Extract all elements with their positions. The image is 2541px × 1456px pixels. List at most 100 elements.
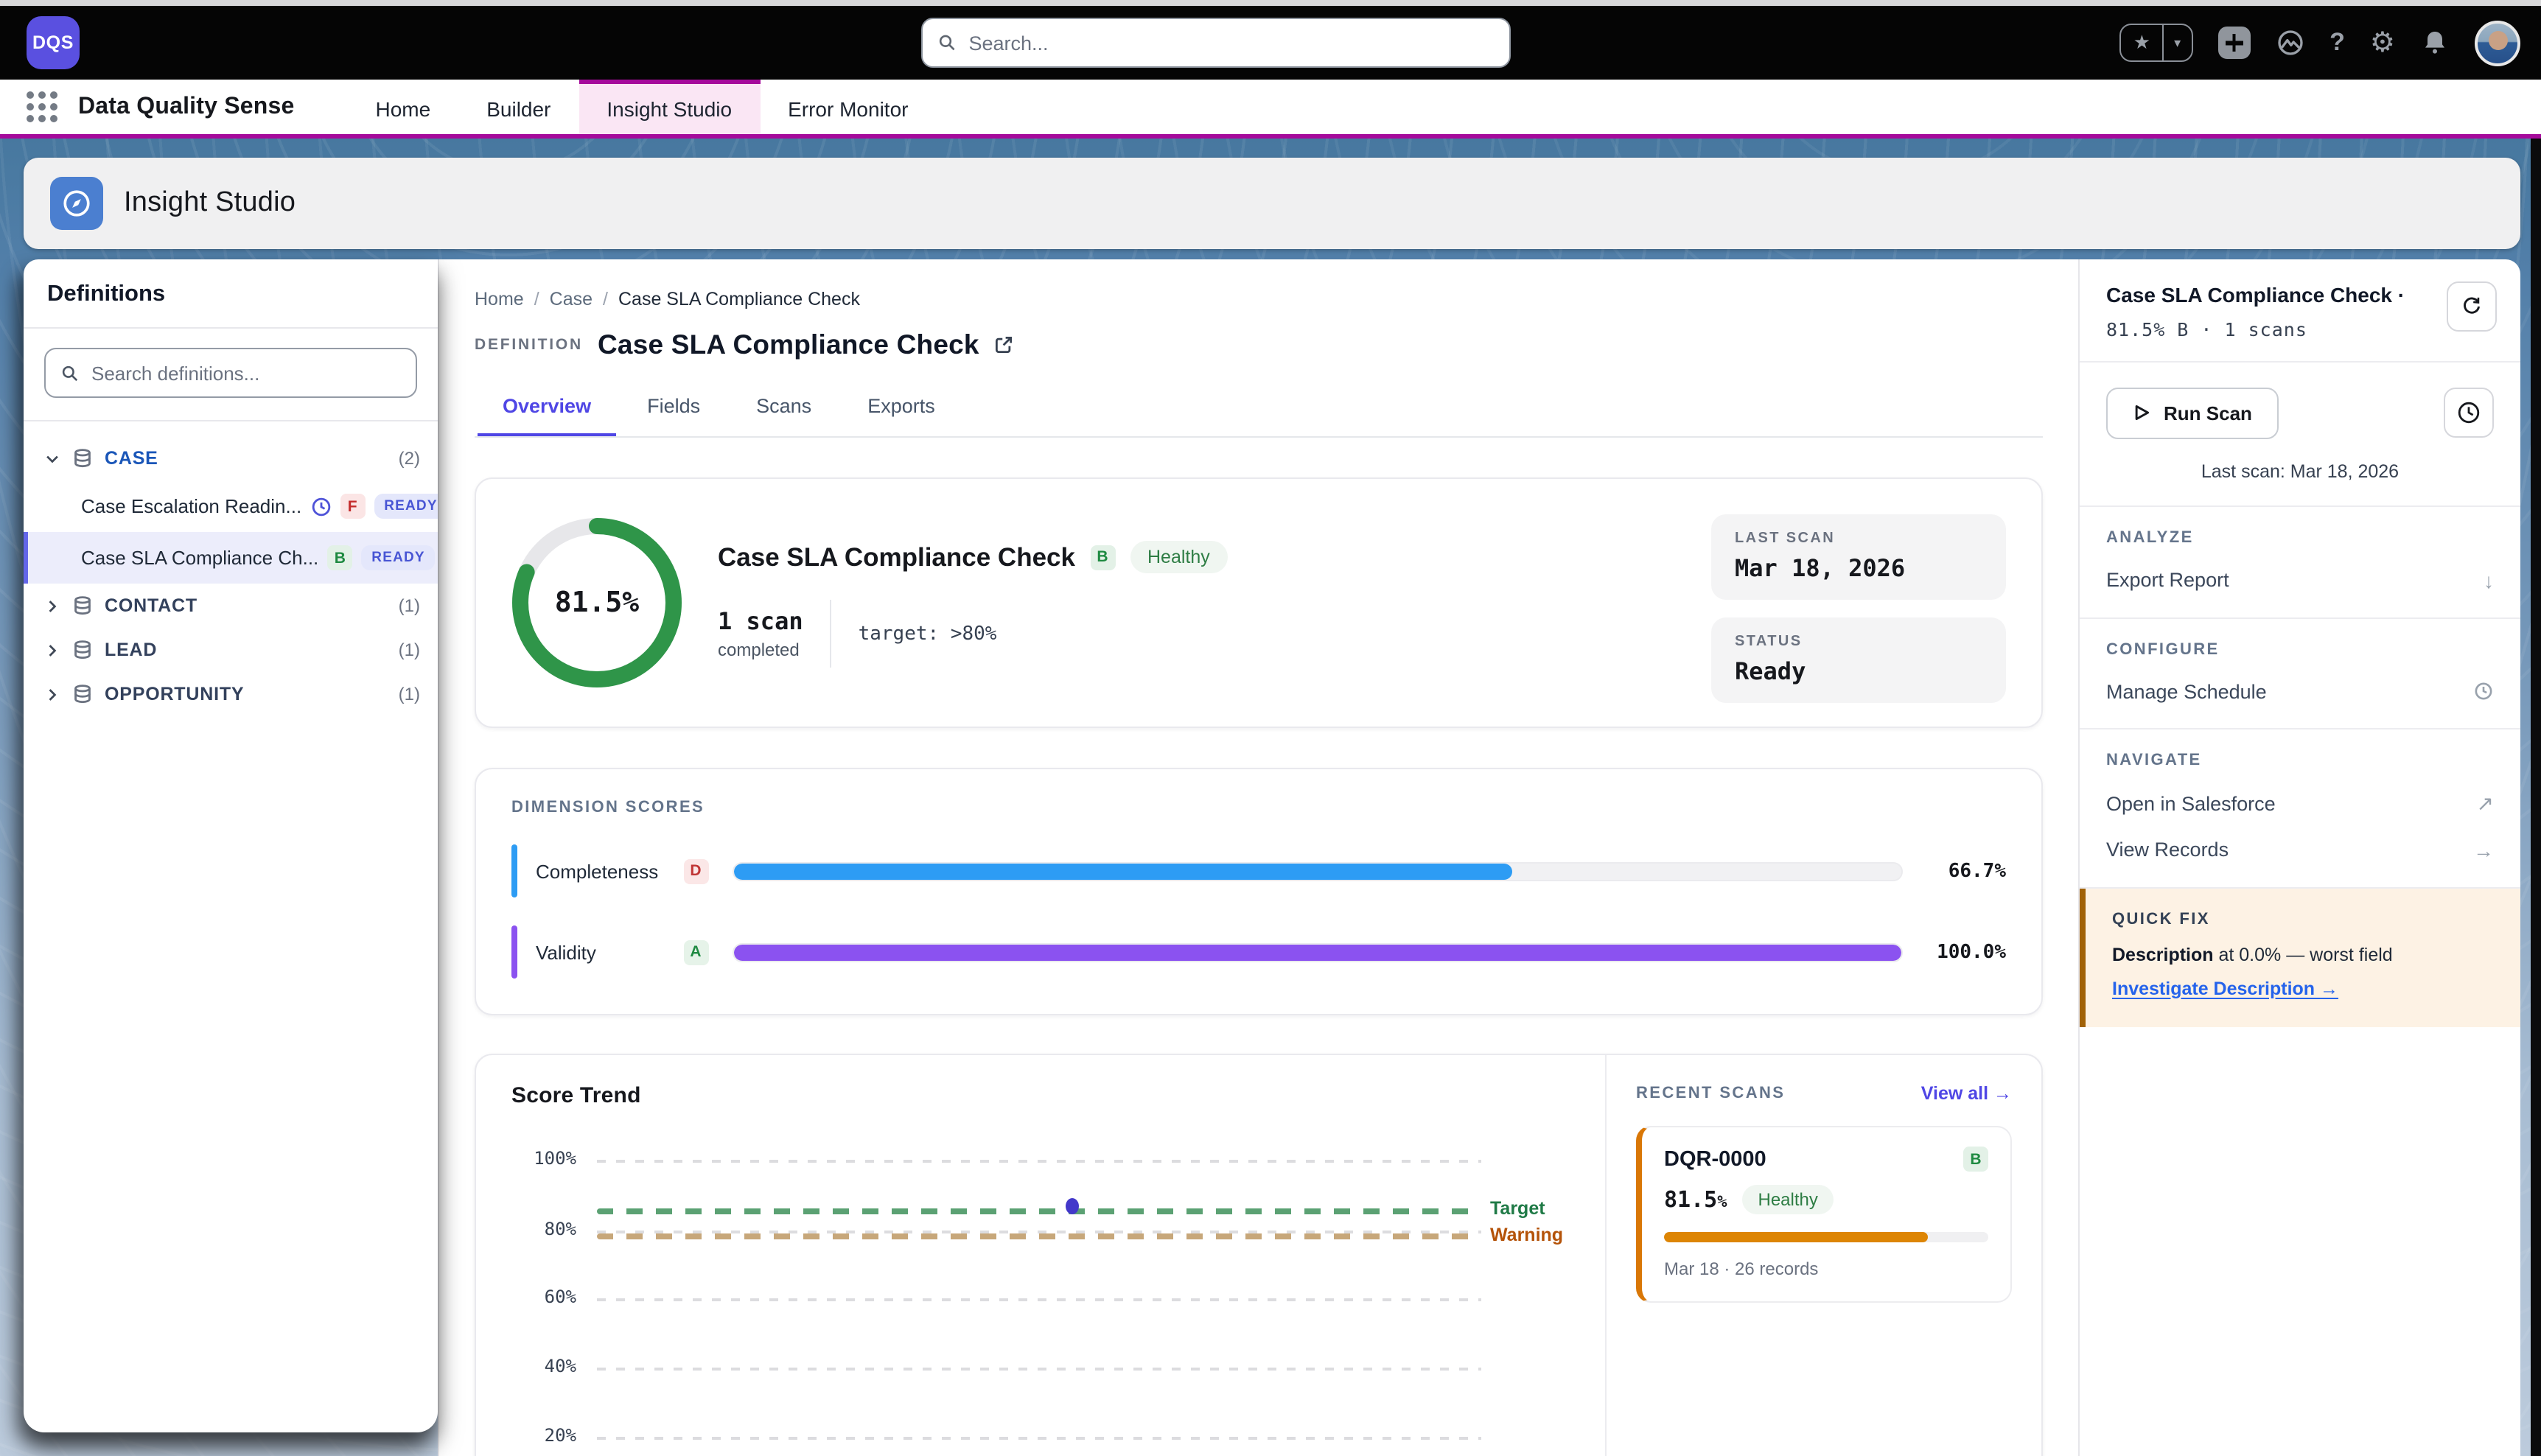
page-title: Insight Studio [124,187,296,220]
tree-group-count: (1) [399,595,420,616]
help-button[interactable]: ? [2329,28,2345,57]
scan-progress-fill [1664,1232,1929,1242]
progress-track [732,942,1903,962]
app-name: Data Quality Sense [78,94,295,120]
trailhead-button[interactable] [2275,28,2304,57]
target-line-label: Target [1490,1198,1587,1219]
tab-overview[interactable]: Overview [478,386,616,436]
tree-item-case-escalation[interactable]: Case Escalation Readin... F READY [24,480,438,532]
external-arrow-icon: ↗ [2477,791,2494,816]
definition-name: Case SLA Compliance Check [718,542,1075,573]
definitions-search-input[interactable] [91,362,401,384]
quick-create-button[interactable] [2217,27,2250,59]
tree-group-opportunity[interactable]: OPPORTUNITY (1) [24,672,438,716]
nav-tab-home[interactable]: Home [348,80,459,134]
external-link-icon[interactable] [994,335,1015,355]
page-background: Insight Studio Definitions CASE [0,139,2541,1456]
status-value: Ready [1735,657,1982,685]
setup-gear-button[interactable]: ⚙ [2370,29,2395,57]
definitions-search[interactable] [44,348,417,398]
tree-group-label: OPPORTUNITY [105,684,244,704]
nav-tab-error-monitor[interactable]: Error Monitor [760,80,936,134]
notifications-button[interactable] [2420,28,2450,57]
section-label: CONFIGURE [2106,640,2494,658]
view-all-link[interactable]: View all → [1921,1083,2012,1104]
tree-group-lead[interactable]: LEAD (1) [24,628,438,672]
info-label: STATUS [1735,634,1982,650]
open-in-salesforce-item[interactable]: Open in Salesforce ↗ [2106,791,2494,816]
warning-line-label: Warning [1490,1225,1587,1245]
definition-title: Case SLA Compliance Check [598,329,979,361]
action-panel-subtitle: 81.5% B · 1 scans [2106,318,2494,340]
nav-tab-builder[interactable]: Builder [458,80,579,134]
database-icon [72,595,93,616]
tree-group-count: (1) [399,684,420,704]
target-text: target: >80% [859,623,997,645]
breadcrumb-case[interactable]: Case [550,289,593,309]
scan-score-unit: % [1717,1192,1727,1211]
tab-exports[interactable]: Exports [842,386,960,436]
app-launcher-waffle-icon[interactable] [27,91,57,122]
investigate-description-link[interactable]: Investigate Description → [2112,978,2338,998]
divider [830,600,832,668]
scan-progress-track [1664,1232,1988,1242]
run-scan-button[interactable]: Run Scan [2106,387,2279,438]
nav-tab-insight-studio[interactable]: Insight Studio [579,80,760,134]
y-axis-tick: 60% [511,1287,576,1307]
accent-bar [511,844,517,897]
tree-item-case-sla-compliance[interactable]: Case SLA Compliance Ch... B READY [24,532,438,584]
window-top-edge [0,0,2541,6]
overview-scroll-area[interactable]: 81.5% Case SLA Compliance Check B Health… [439,438,2078,1456]
schedule-clock-button[interactable] [2444,388,2494,438]
tab-fields[interactable]: Fields [622,386,725,436]
user-avatar[interactable] [2475,20,2520,66]
grade-badge: B [327,545,352,570]
breadcrumb-home[interactable]: Home [475,289,524,309]
tree-item-label: Case Escalation Readin... [81,495,301,517]
tab-scans[interactable]: Scans [731,386,836,436]
refresh-icon [2460,295,2484,318]
y-axis-tick: 20% [511,1425,576,1446]
global-search[interactable] [921,18,1511,68]
page-header-banner: Insight Studio [24,158,2520,249]
chevron-right-icon [44,598,60,614]
app-navbar: Data Quality Sense Home Builder Insight … [0,80,2541,134]
global-search-input[interactable] [968,32,1495,54]
grade-badge: A [683,939,708,965]
gridline [597,1298,1481,1301]
quick-fix-description: Description at 0.0% — worst field [2112,944,2494,965]
favorites-split-button[interactable]: ★ ▾ [2120,24,2192,62]
tree-group-case[interactable]: CASE (2) [24,436,438,480]
nav-tabs: Home Builder Insight Studio Error Monito… [348,80,937,134]
analyze-section: ANALYZE Export Report ↓ [2080,506,2520,618]
app-logo[interactable]: DQS [27,16,80,69]
health-badge: Healthy [1742,1185,1834,1214]
manage-schedule-item[interactable]: Manage Schedule [2106,680,2494,702]
chevron-down-icon[interactable]: ▾ [2162,25,2191,60]
grade-badge: D [683,858,708,883]
score-summary-card: 81.5% Case SLA Compliance Check B Health… [475,477,2043,728]
chevron-right-icon [44,686,60,702]
refresh-button[interactable] [2447,281,2497,332]
database-icon [72,448,93,469]
star-icon[interactable]: ★ [2122,25,2162,60]
score-trend-title: Score Trend [511,1083,1590,1108]
grade-badge: B [1090,545,1115,570]
gridline [597,1160,1481,1163]
progress-track [732,861,1903,881]
definitions-sidebar: Definitions CASE (2) Case Es [24,259,438,1432]
export-report-item[interactable]: Export Report ↓ [2106,568,2494,592]
quick-fix-label: QUICK FIX [2112,910,2494,928]
tree-group-label: CONTACT [105,595,198,616]
last-scan-box: LAST SCAN Mar 18, 2026 [1711,514,2006,600]
tree-group-contact[interactable]: CONTACT (1) [24,584,438,628]
view-records-item[interactable]: View Records → [2106,838,2494,861]
score-donut: 81.5% [511,517,682,688]
section-label: NAVIGATE [2106,751,2494,769]
warning-reference-line [597,1233,1481,1239]
search-icon [60,363,80,382]
scan-id: DQR-0000 [1664,1147,1766,1171]
action-panel: Case SLA Compliance Check · 81.5% B · 1 … [2080,259,2520,1456]
scan-count: 1 scan [718,607,803,635]
recent-scan-card[interactable]: DQR-0000 B 81.5% Healthy M [1636,1126,2012,1303]
